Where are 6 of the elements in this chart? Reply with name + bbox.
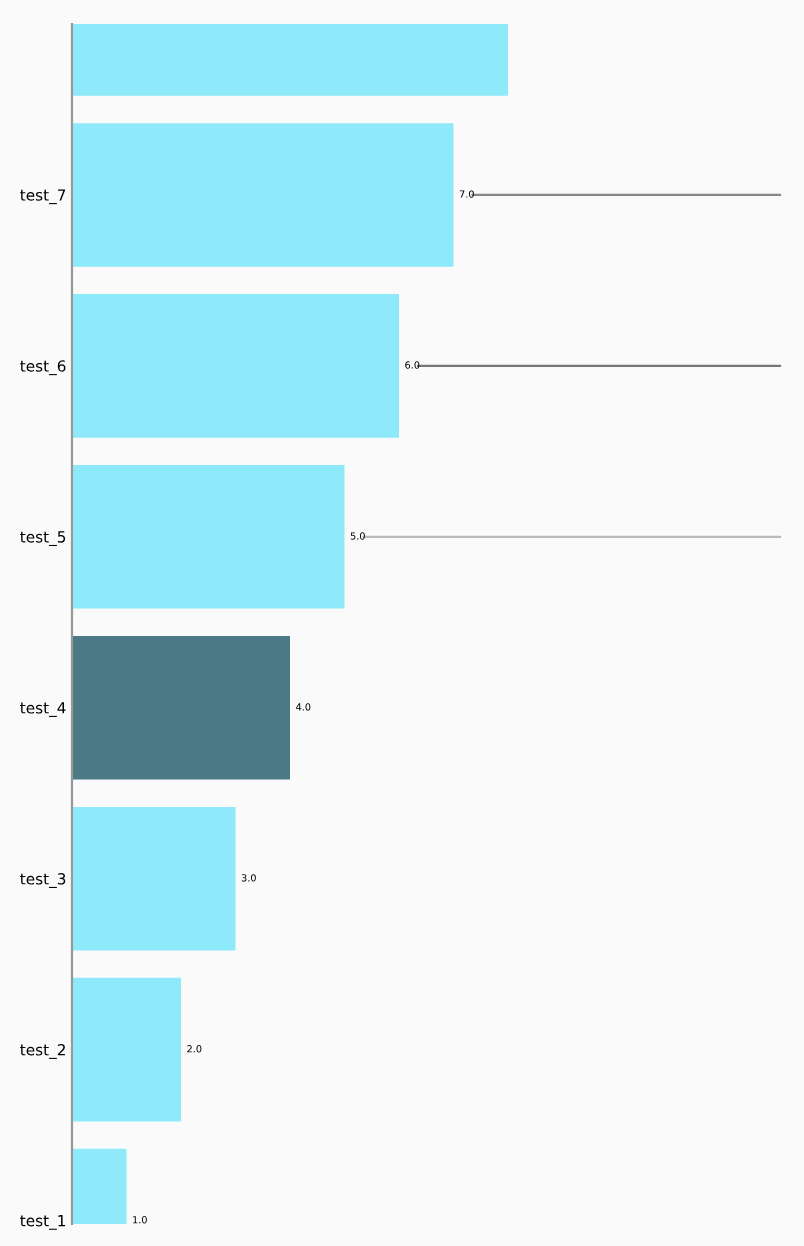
bar bbox=[72, 294, 399, 438]
bar bbox=[72, 977, 181, 1122]
bar bbox=[72, 806, 236, 951]
bar bbox=[72, 123, 454, 267]
bar bbox=[72, 465, 345, 609]
bar bbox=[72, 635, 290, 780]
